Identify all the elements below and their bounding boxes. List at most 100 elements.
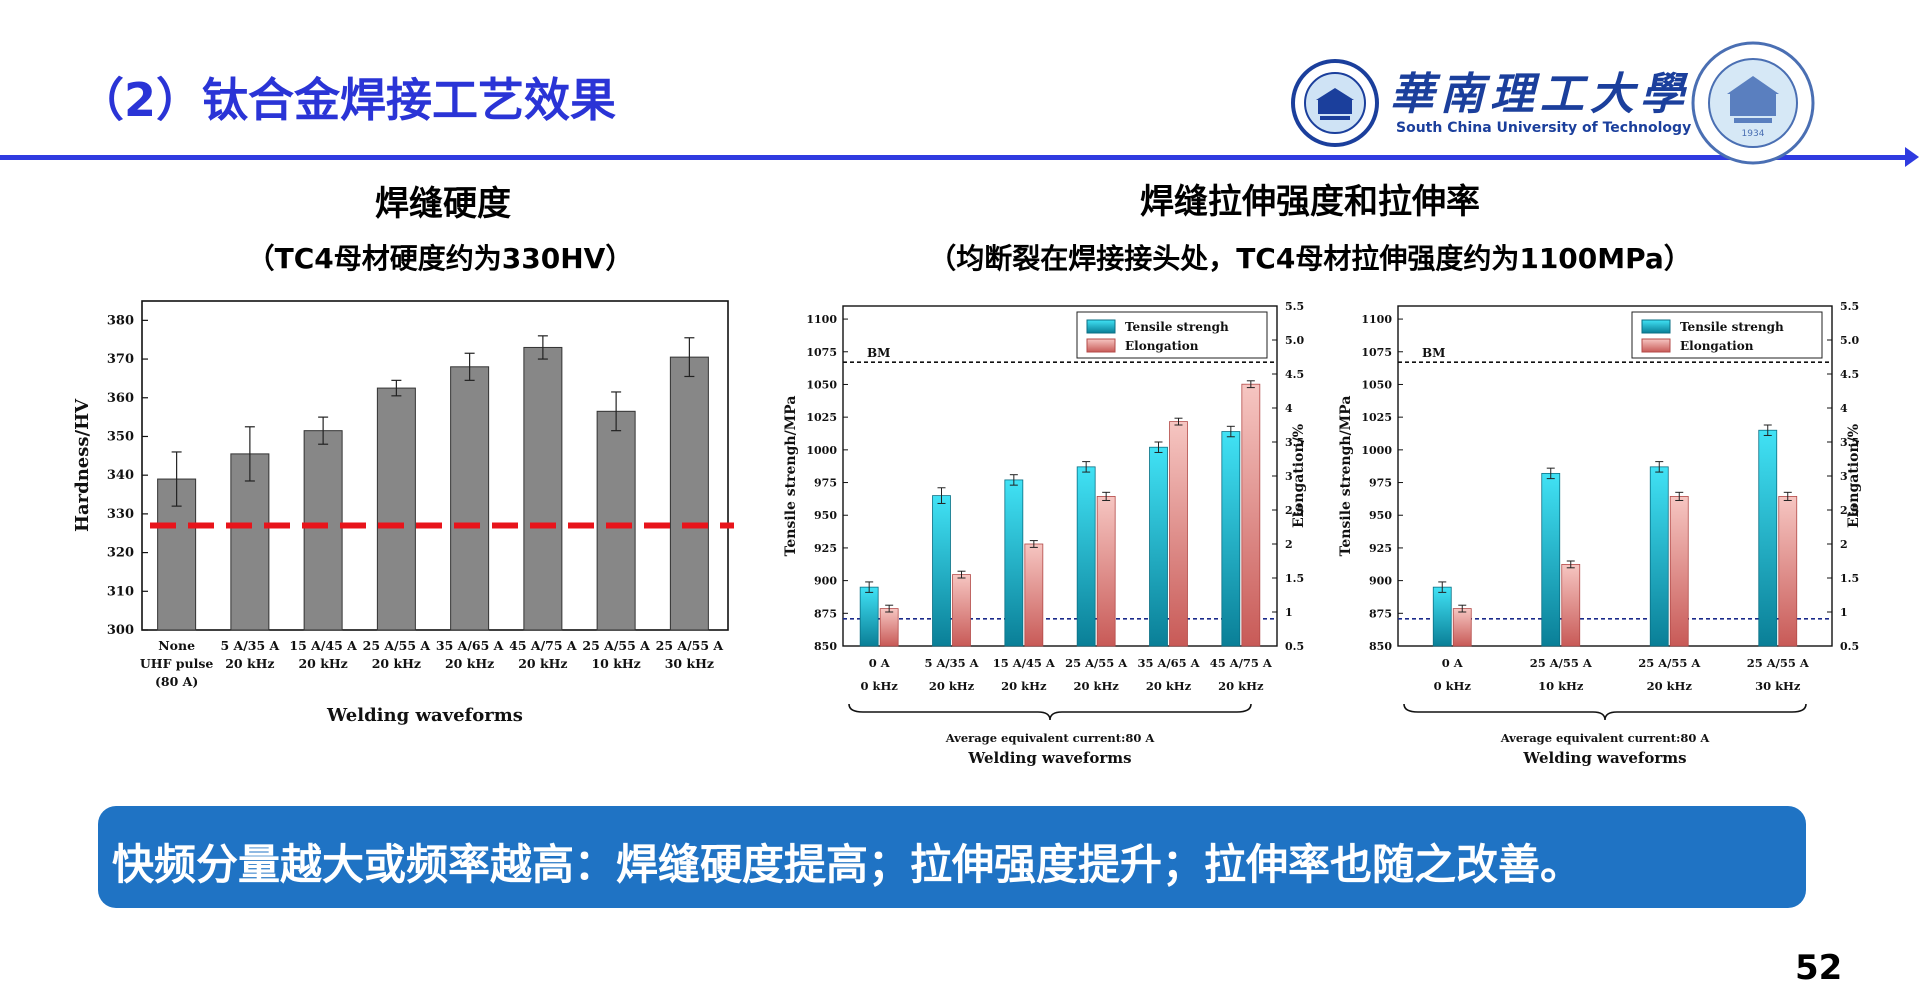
y-tick-label: 1075 xyxy=(1361,346,1392,359)
university-name-cn: 華南理工大學 xyxy=(1390,69,1690,120)
x-category-label: 35 A/65 A 20 kHz xyxy=(1137,656,1200,693)
hardness-chart: 300 310 320 330 340 350 360 370 380 None UHF pulse… xyxy=(66,296,746,738)
legend-swatch-elongation xyxy=(1086,338,1116,353)
y2-tick-label: 2.5 xyxy=(1285,504,1304,517)
university-seal-icon xyxy=(1291,59,1379,147)
y-tick-label: 925 xyxy=(1369,542,1392,555)
hardness-bar xyxy=(376,387,416,631)
y-tick-label: 310 xyxy=(107,584,134,599)
y-tick-label: 900 xyxy=(814,575,837,588)
y-tick-label: 370 xyxy=(107,352,134,367)
y2-axis-label: Elongation/% xyxy=(1291,424,1307,528)
x-category-label: None UHF pulse (80 A) xyxy=(140,638,214,689)
y-tick-label: 975 xyxy=(814,477,837,490)
elongation-bar xyxy=(1669,495,1689,647)
x-category-label: 45 A/75 A 20 kHz xyxy=(509,638,577,671)
tensile-chart-current: 850 875 900 925 950 975 1000 1025 1050 1075 1100 0.… xyxy=(775,290,1315,770)
plot-frame xyxy=(141,300,729,631)
hardness-chart-svg: 300 310 320 330 340 350 360 370 380 None UHF pulse… xyxy=(72,300,734,726)
legend-swatch-tensile xyxy=(1086,319,1116,334)
elongation-bar xyxy=(952,574,971,647)
tensile-chart-current-svg: 850 875 900 925 950 975 1000 1025 1050 1075 1100 0.… xyxy=(783,300,1307,767)
y-tick-label: 1025 xyxy=(1361,411,1392,424)
y-tick-label: 1100 xyxy=(1361,313,1392,326)
y2-tick-label: 2 xyxy=(1285,538,1293,551)
y-tick-label: 850 xyxy=(1369,640,1392,653)
x-category-label: 15 A/45 A 20 kHz xyxy=(289,638,357,671)
y-tick-label: 340 xyxy=(107,468,134,483)
x-axis-label: Welding waveforms xyxy=(967,749,1131,767)
conclusion-banner: 快频分量越大或频率越高：焊缝硬度提高；拉伸强度提升；拉伸率也随之改善。 xyxy=(98,806,1806,908)
y2-tick-label: 4 xyxy=(1840,402,1848,415)
y-tick-label: 875 xyxy=(814,607,837,620)
y-tick-label: 950 xyxy=(814,509,837,522)
y-axis-label: Hardness/HV xyxy=(72,398,93,532)
y-tick-label: 875 xyxy=(1369,607,1392,620)
category-group-brace xyxy=(1403,703,1807,721)
x-category-label: 25 A/55 A 20 kHz xyxy=(363,638,431,671)
tensile-chart-frequency: 850 875 900 925 950 975 1000 1025 1050 1075 1100 0.… xyxy=(1330,290,1870,770)
y-tick-label: 320 xyxy=(107,546,134,561)
elongation-bar xyxy=(1452,608,1472,647)
y2-tick-label: 5.0 xyxy=(1840,334,1859,347)
elongation-bar xyxy=(1169,421,1188,647)
y-tick-label: 1050 xyxy=(806,378,837,391)
tensile-bar xyxy=(1541,472,1561,647)
y-tick-label: 925 xyxy=(814,542,837,555)
current-note: Average equivalent current:80 A xyxy=(945,731,1156,745)
y-tick-label: 1025 xyxy=(806,411,837,424)
tensile-bar xyxy=(1076,466,1096,647)
x-axis-label: Welding waveforms xyxy=(1522,749,1686,767)
y-tick-label: 1100 xyxy=(806,313,837,326)
y-tick-label: 380 xyxy=(107,313,134,328)
y2-tick-label: 2.5 xyxy=(1840,504,1859,517)
hardness-bar xyxy=(596,410,636,631)
y2-tick-label: 0.5 xyxy=(1840,640,1859,653)
bm-label: BM xyxy=(1422,346,1445,360)
y2-axis-label: Elongation/% xyxy=(1846,424,1862,528)
tensile-bar xyxy=(1149,446,1168,647)
x-category-label: 15 A/45 A 20 kHz xyxy=(993,656,1056,693)
x-category-label: 25 A/55 A 30 kHz xyxy=(1747,656,1810,693)
legend-swatch-elongation xyxy=(1641,338,1671,353)
y-axis-label: Tensile strengh/MPa xyxy=(783,396,799,557)
elongation-bar xyxy=(1561,563,1581,647)
y2-tick-label: 0.5 xyxy=(1285,640,1304,653)
hardness-heading: 焊缝硬度 xyxy=(375,184,511,224)
y2-tick-label: 1 xyxy=(1285,606,1293,619)
conclusion-text: 快频分量越大或频率越高：焊缝硬度提高；拉伸强度提升；拉伸率也随之改善。 xyxy=(112,840,1583,889)
y2-tick-label: 2 xyxy=(1840,538,1848,551)
y2-tick-label: 3 xyxy=(1840,470,1848,483)
y2-tick-label: 4.5 xyxy=(1285,368,1304,381)
hardness-bar xyxy=(230,453,270,631)
y-tick-label: 1050 xyxy=(1361,378,1392,391)
tensile-subheading: （均断裂在焊接接头处，TC4母材拉伸强度约为1100MPa） xyxy=(928,242,1692,275)
tensile-chart-frequency-svg: 850 875 900 925 950 975 1000 1025 1050 1075 1100 0.… xyxy=(1338,300,1862,767)
legend-label-elongation: Elongation xyxy=(1680,339,1754,353)
legend-label-tensile: Tensile strengh xyxy=(1680,320,1784,334)
x-axis-label: Welding waveforms xyxy=(326,705,523,726)
divider-arrow-icon xyxy=(1905,147,1919,167)
elongation-bar xyxy=(1778,495,1798,647)
y-tick-label: 1075 xyxy=(806,346,837,359)
hardness-bar xyxy=(523,346,563,631)
y-tick-label: 950 xyxy=(1369,509,1392,522)
x-category-label: 35 A/65 A 20 kHz xyxy=(436,638,504,671)
tensile-heading: 焊缝拉伸强度和拉伸率 xyxy=(1140,182,1480,222)
x-category-label: 45 A/75 A 20 kHz xyxy=(1210,656,1273,693)
y2-tick-label: 4.5 xyxy=(1840,368,1859,381)
hardness-bar xyxy=(450,366,490,631)
y2-tick-label: 1.5 xyxy=(1285,572,1304,585)
bm-label: BM xyxy=(867,346,890,360)
x-category-label: 25 A/55 A 10 kHz xyxy=(1530,656,1593,693)
y2-tick-label: 5.5 xyxy=(1285,300,1304,313)
hardness-subheading: （TC4母材硬度约为330HV） xyxy=(246,242,634,275)
title-divider xyxy=(0,155,1905,160)
y2-tick-label: 4 xyxy=(1285,402,1293,415)
slide-title: （2）钛合金焊接工艺效果 xyxy=(78,73,617,127)
current-note: Average equivalent current:80 A xyxy=(1500,731,1711,745)
x-category-label: 25 A/55 A 20 kHz xyxy=(1065,656,1128,693)
y-tick-label: 1000 xyxy=(806,444,837,457)
